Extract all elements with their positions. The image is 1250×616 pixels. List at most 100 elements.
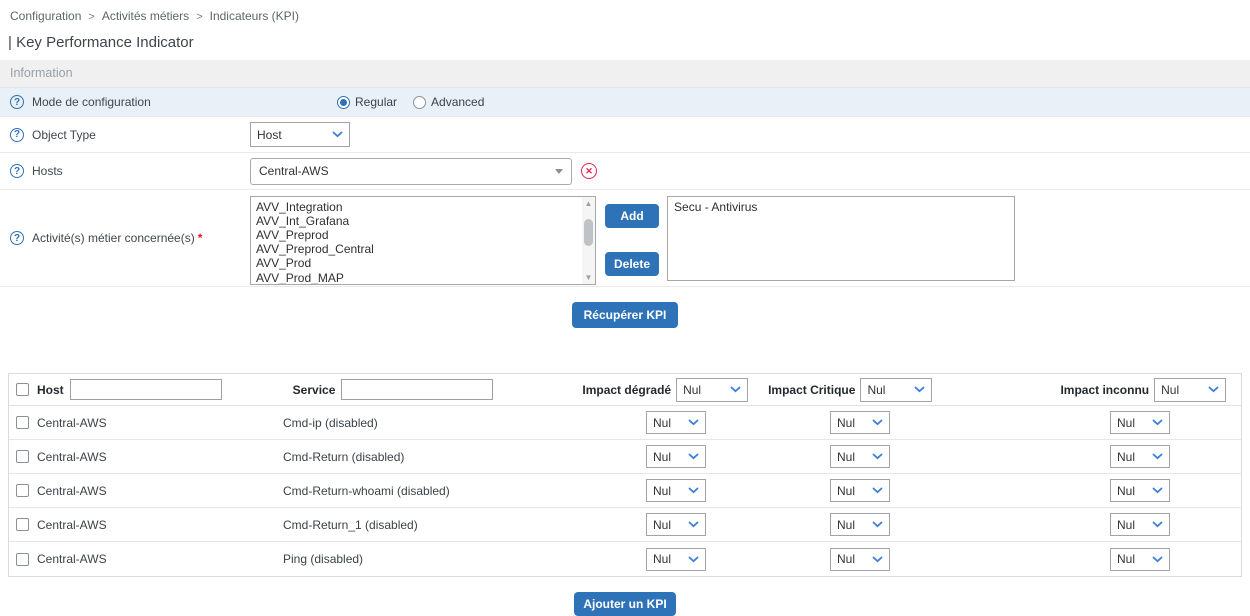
help-icon[interactable]: ? (10, 231, 24, 245)
chevron-down-icon (688, 556, 699, 563)
impact-degraded-select[interactable]: Nul (646, 547, 706, 571)
activities-available-list[interactable]: AVV_Integration AVV_Int_Grafana AVV_Prepro… (250, 195, 596, 285)
activities-selected-list[interactable]: Secu - Antivirus (667, 195, 1016, 281)
clear-selection-icon[interactable]: ✕ (581, 163, 597, 179)
form-row-object-type: ? Object Type Host (0, 117, 1250, 153)
impact-critical-select[interactable]: Nul (830, 479, 890, 502)
activity-option[interactable]: AVV_Integration (256, 199, 343, 214)
impact-unknown-filter-value: Nul (1161, 382, 1180, 397)
impact-degraded-value: Nul (653, 415, 672, 430)
chevron-down-icon (1152, 487, 1163, 494)
breadcrumb-item[interactable]: Activités métiers (101, 9, 190, 23)
select-all-checkbox[interactable] (16, 383, 29, 396)
impact-critical-select[interactable]: Nul (830, 411, 890, 434)
chevron-down-icon (688, 453, 699, 460)
chevron-down-icon (332, 131, 343, 138)
host-filter-input[interactable] (69, 379, 222, 400)
impact-unknown-column-label: Impact inconnu (1060, 382, 1150, 397)
mode-radio-group: Regular Advanced (337, 95, 484, 109)
impact-degraded-filter-select[interactable]: Nul (676, 377, 749, 402)
add-button[interactable]: Add (605, 203, 660, 228)
chevron-down-icon (1152, 453, 1163, 460)
impact-unknown-select[interactable]: Nul (1110, 445, 1170, 468)
impact-degraded-select[interactable]: Nul (646, 479, 706, 502)
kpi-table: Host Service Impact dégradé Nul Impact C… (8, 373, 1242, 577)
delete-button[interactable]: Delete (605, 251, 660, 276)
hosts-select[interactable]: Central-AWS (250, 157, 572, 185)
impact-critical-value: Nul (837, 483, 856, 498)
row-checkbox[interactable] (16, 484, 29, 497)
impact-unknown-filter-select[interactable]: Nul (1154, 377, 1227, 402)
chevron-down-icon (1152, 556, 1163, 563)
row-checkbox[interactable] (16, 416, 29, 429)
activity-option[interactable]: AVV_Preprod_Central (256, 242, 374, 257)
impact-critical-filter-select[interactable]: Nul (860, 377, 933, 402)
chevron-down-icon (688, 419, 699, 426)
service-filter-input[interactable] (341, 379, 494, 400)
chevron-down-icon (872, 419, 883, 426)
activities-label: Activité(s) métier concernée(s) * (32, 231, 202, 245)
row-checkbox[interactable] (16, 518, 29, 531)
chevron-down-icon (1208, 386, 1219, 393)
help-icon[interactable]: ? (10, 95, 24, 109)
activities-available-items: AVV_Integration AVV_Int_Grafana AVV_Prepro… (251, 197, 595, 285)
chevron-down-icon (688, 521, 699, 528)
row-checkbox[interactable] (16, 450, 29, 463)
kpi-table-body: Central-AWS Cmd-ip (disabled) Nul Nul Nu… (9, 406, 1241, 576)
activity-option[interactable]: AVV_Prod_MAP (256, 270, 344, 285)
impact-degraded-value: Nul (653, 552, 672, 566)
activity-option[interactable]: AVV_Preprod (256, 227, 329, 242)
impact-unknown-select[interactable]: Nul (1110, 411, 1170, 434)
row-checkbox[interactable] (16, 552, 29, 566)
activity-option[interactable]: AVV_Prod (256, 256, 312, 271)
impact-degraded-value: Nul (653, 483, 672, 498)
help-icon[interactable]: ? (10, 127, 24, 142)
chevron-down-icon (872, 487, 883, 494)
breadcrumb-item[interactable]: Configuration (10, 9, 82, 23)
object-type-select[interactable]: Host (250, 122, 350, 147)
row-service: Cmd-Return (disabled) (283, 449, 405, 464)
table-row: Central-AWS Cmd-Return (disabled) Nul Nu… (9, 440, 1241, 474)
radio-label: Advanced (431, 95, 485, 109)
impact-unknown-value: Nul (1117, 415, 1136, 430)
row-service: Cmd-Return_1 (disabled) (283, 517, 418, 532)
form-row-activities: ? Activité(s) métier concernée(s) * AVV_I… (0, 190, 1250, 287)
scrollbar-thumb[interactable] (584, 218, 593, 246)
chevron-down-icon (1152, 521, 1163, 528)
impact-degraded-select[interactable]: Nul (646, 411, 706, 434)
mode-radio-regular[interactable]: Regular (337, 95, 397, 109)
impact-unknown-value: Nul (1117, 552, 1136, 566)
add-kpi-button[interactable]: Ajouter un KPI (574, 592, 676, 616)
impact-critical-select[interactable]: Nul (830, 513, 890, 536)
radio-label: Regular (355, 95, 398, 109)
mode-radio-advanced[interactable]: Advanced (413, 95, 484, 109)
breadcrumb-item[interactable]: Indicateurs (KPI) (209, 9, 299, 23)
mode-label: Mode de configuration (32, 95, 151, 109)
impact-degraded-value: Nul (653, 449, 672, 464)
impact-critical-select[interactable]: Nul (830, 445, 890, 468)
activity-option[interactable]: AVV_Int_Grafana (256, 213, 350, 228)
row-service: Cmd-Return-whoami (disabled) (283, 483, 450, 498)
required-asterisk: * (197, 231, 203, 245)
scrollbar[interactable]: ▲ ▼ (582, 196, 595, 284)
impact-unknown-select[interactable]: Nul (1110, 513, 1170, 536)
help-icon[interactable]: ? (10, 164, 24, 178)
hosts-label: Hosts (32, 164, 63, 178)
service-column-label: Service (292, 382, 336, 397)
scroll-down-icon[interactable]: ▼ (584, 272, 593, 282)
impact-unknown-select[interactable]: Nul (1110, 479, 1170, 502)
impact-unknown-select[interactable]: Nul (1110, 547, 1170, 571)
scroll-up-icon[interactable]: ▲ (584, 198, 593, 208)
radio-icon (337, 95, 350, 109)
impact-degraded-value: Nul (653, 517, 672, 532)
impact-critical-value: Nul (837, 415, 856, 430)
breadcrumb-separator: > (196, 11, 203, 23)
object-type-label: Object Type (32, 127, 96, 142)
impact-degraded-select[interactable]: Nul (646, 445, 706, 468)
impact-critical-select[interactable]: Nul (830, 547, 890, 571)
retrieve-kpi-button[interactable]: Récupérer KPI (571, 302, 679, 328)
selected-activity-option[interactable]: Secu - Antivirus (674, 199, 758, 214)
impact-critical-value: Nul (837, 517, 856, 532)
form-row-mode: ? Mode de configuration Regular Advanced (0, 88, 1250, 117)
impact-degraded-select[interactable]: Nul (646, 513, 706, 536)
